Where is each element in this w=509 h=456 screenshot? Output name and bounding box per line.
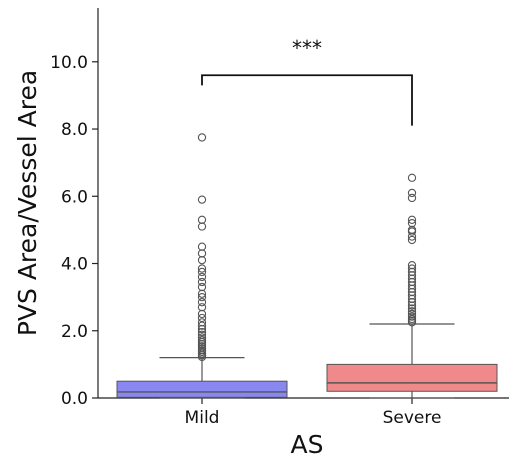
outlier-point <box>197 195 207 204</box>
outlier-point <box>407 307 417 316</box>
x-ticks: Mild Severe <box>185 398 442 428</box>
x-tick-label: Mild <box>185 408 220 428</box>
outlier-point <box>407 264 417 273</box>
outlier-point <box>197 267 207 277</box>
boxes <box>116 133 498 399</box>
outlier-point <box>197 282 207 292</box>
outlier-point <box>407 261 417 270</box>
box-group-mild <box>116 133 288 399</box>
outlier-point <box>407 173 417 182</box>
outlier-point <box>197 133 207 142</box>
outlier-point <box>197 264 207 273</box>
outlier-point <box>197 277 207 287</box>
y-tick-label: 8.0 <box>61 120 88 140</box>
y-tick-label: 0.0 <box>61 389 88 409</box>
y-tick-label: 2.0 <box>61 322 88 342</box>
outlier-point <box>197 272 207 282</box>
outlier-point <box>197 318 207 327</box>
outlier-point <box>197 256 207 265</box>
outlier-point <box>407 309 417 319</box>
x-axis-title: AS <box>291 430 324 456</box>
box-group-severe <box>326 173 498 399</box>
outlier-point <box>197 303 207 312</box>
outlier-point <box>197 242 207 251</box>
outlier-point <box>197 249 207 258</box>
iqr-box <box>326 363 498 392</box>
outlier-point <box>197 222 207 231</box>
y-axis-title: PVS Area/Vessel Area <box>13 70 42 336</box>
outlier-point <box>197 336 207 345</box>
outlier-point <box>407 225 417 235</box>
outlier-point <box>197 330 207 339</box>
outlier-point <box>407 227 417 236</box>
significance-annotation: *** <box>201 36 413 126</box>
y-tick-label: 4.0 <box>61 255 88 275</box>
outlier-point <box>407 304 417 313</box>
outlier-point <box>197 298 207 307</box>
y-ticks: 0.0 2.0 4.0 6.0 8.0 10.0 <box>50 53 98 409</box>
significance-label: *** <box>292 36 322 60</box>
y-tick-label: 6.0 <box>61 187 88 207</box>
outlier-point <box>407 215 417 224</box>
y-tick-label: 10.0 <box>50 53 88 73</box>
outlier-point <box>407 235 417 245</box>
plot-area <box>97 8 509 399</box>
outlier-point <box>407 193 417 203</box>
outlier-point <box>407 219 417 228</box>
x-tick-label: Severe <box>383 408 442 428</box>
outlier-point <box>197 333 207 342</box>
significance-bracket <box>201 74 413 126</box>
outlier-point <box>407 188 417 198</box>
outlier-point <box>407 312 417 321</box>
outlier-point <box>197 292 207 302</box>
outlier-point <box>197 215 207 224</box>
outlier-point <box>197 327 207 337</box>
outlier-point <box>197 313 207 323</box>
iqr-box <box>116 380 288 398</box>
